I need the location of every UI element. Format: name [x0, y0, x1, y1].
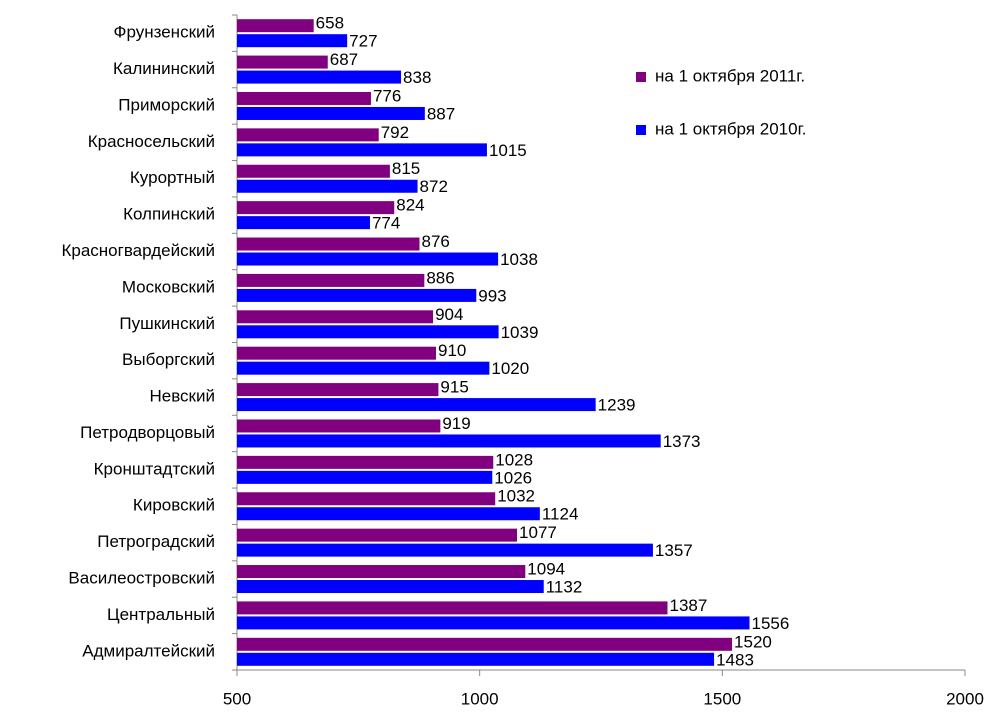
y-tick-label: Фрунзенский	[114, 23, 215, 42]
bar	[237, 70, 402, 84]
bar	[237, 543, 653, 557]
x-tick-label: 1000	[461, 689, 499, 708]
y-tick-label: Адмиралтейский	[82, 641, 215, 660]
data-label: 727	[349, 32, 377, 51]
data-label: 919	[442, 414, 470, 433]
bar	[237, 179, 418, 193]
bar	[237, 492, 496, 506]
bar	[237, 325, 499, 339]
legend-label: на 1 октября 2011г.	[655, 66, 805, 85]
y-tick-label: Кировский	[133, 496, 215, 515]
y-tick-label: Петроградский	[97, 532, 215, 551]
bar	[237, 237, 420, 251]
bar	[237, 128, 379, 142]
y-tick-label: Курортный	[130, 168, 215, 187]
data-label: 1038	[500, 250, 538, 269]
data-label: 838	[403, 68, 431, 87]
bar	[237, 288, 477, 302]
data-label: 792	[381, 123, 409, 142]
data-label: 1015	[489, 141, 527, 160]
data-label: 1239	[598, 396, 636, 415]
y-tick-label: Василеостровский	[68, 569, 215, 588]
y-tick-label: Приморский	[118, 95, 215, 114]
y-tick-label: Выборгский	[122, 350, 215, 369]
y-tick-label: Московский	[122, 277, 215, 296]
bar	[237, 637, 733, 651]
data-label: 776	[373, 86, 401, 105]
data-label: 1387	[669, 596, 707, 615]
bar	[237, 55, 328, 69]
data-label: 1094	[527, 560, 565, 579]
data-label: 1357	[655, 541, 693, 560]
data-label: 904	[435, 305, 463, 324]
legend-swatch	[636, 72, 646, 82]
data-label: 1520	[734, 632, 772, 651]
bar	[237, 252, 499, 266]
bar	[237, 470, 493, 484]
x-tick-label: 500	[223, 689, 251, 708]
x-tick-label: 1500	[703, 689, 741, 708]
bar	[237, 34, 348, 48]
bar	[237, 507, 540, 521]
data-label: 876	[421, 232, 449, 251]
bar	[237, 106, 425, 120]
data-label: 1032	[497, 487, 535, 506]
data-label: 774	[372, 214, 400, 233]
data-label: 1028	[495, 450, 533, 469]
bar	[237, 455, 494, 469]
y-tick-label: Красносельский	[88, 132, 215, 151]
y-tick-label: Колпинский	[123, 205, 215, 224]
bar	[237, 528, 518, 542]
y-tick-label: Центральный	[107, 605, 215, 624]
data-label: 824	[396, 196, 424, 215]
bar	[237, 201, 395, 215]
bar	[237, 346, 436, 360]
data-label: 1020	[491, 359, 529, 378]
data-label: 1039	[501, 323, 539, 342]
y-tick-label: Кронштадтский	[94, 459, 215, 478]
legend-swatch	[636, 125, 646, 135]
y-tick-label: Невский	[149, 387, 215, 406]
bar	[237, 383, 439, 397]
data-label: 993	[478, 286, 506, 305]
bar	[237, 652, 715, 666]
bar	[237, 143, 487, 157]
data-label: 658	[316, 14, 344, 33]
bar	[237, 434, 661, 448]
data-label: 687	[330, 50, 358, 69]
bar	[237, 580, 544, 594]
data-label: 915	[440, 378, 468, 397]
bar	[237, 310, 434, 324]
bar	[237, 164, 390, 178]
y-tick-label: Петродворцовый	[80, 423, 215, 442]
x-tick-label: 2000	[946, 689, 984, 708]
data-label: 1556	[752, 614, 790, 633]
data-label: 1132	[546, 578, 583, 597]
bar	[237, 19, 314, 33]
data-label: 1373	[663, 432, 701, 451]
data-label: 815	[392, 159, 420, 178]
bar	[237, 398, 596, 412]
data-label: 1124	[542, 505, 579, 524]
bar	[237, 216, 370, 230]
bar	[237, 273, 425, 287]
bar	[237, 601, 668, 615]
data-label: 910	[438, 341, 466, 360]
data-label: 1026	[494, 468, 532, 487]
bar	[237, 419, 441, 433]
bar	[237, 91, 371, 105]
data-label: 887	[427, 104, 455, 123]
data-label: 1483	[716, 650, 754, 669]
bar	[237, 616, 750, 630]
data-label: 1077	[519, 523, 557, 542]
data-label: 872	[420, 177, 448, 196]
y-tick-label: Красногвардейский	[61, 241, 215, 260]
bar	[237, 361, 490, 375]
data-label: 886	[426, 268, 454, 287]
bar	[237, 565, 526, 579]
y-tick-label: Калининский	[113, 59, 215, 78]
legend-label: на 1 октября 2010г.	[655, 119, 806, 138]
y-tick-label: Пушкинский	[119, 314, 215, 333]
